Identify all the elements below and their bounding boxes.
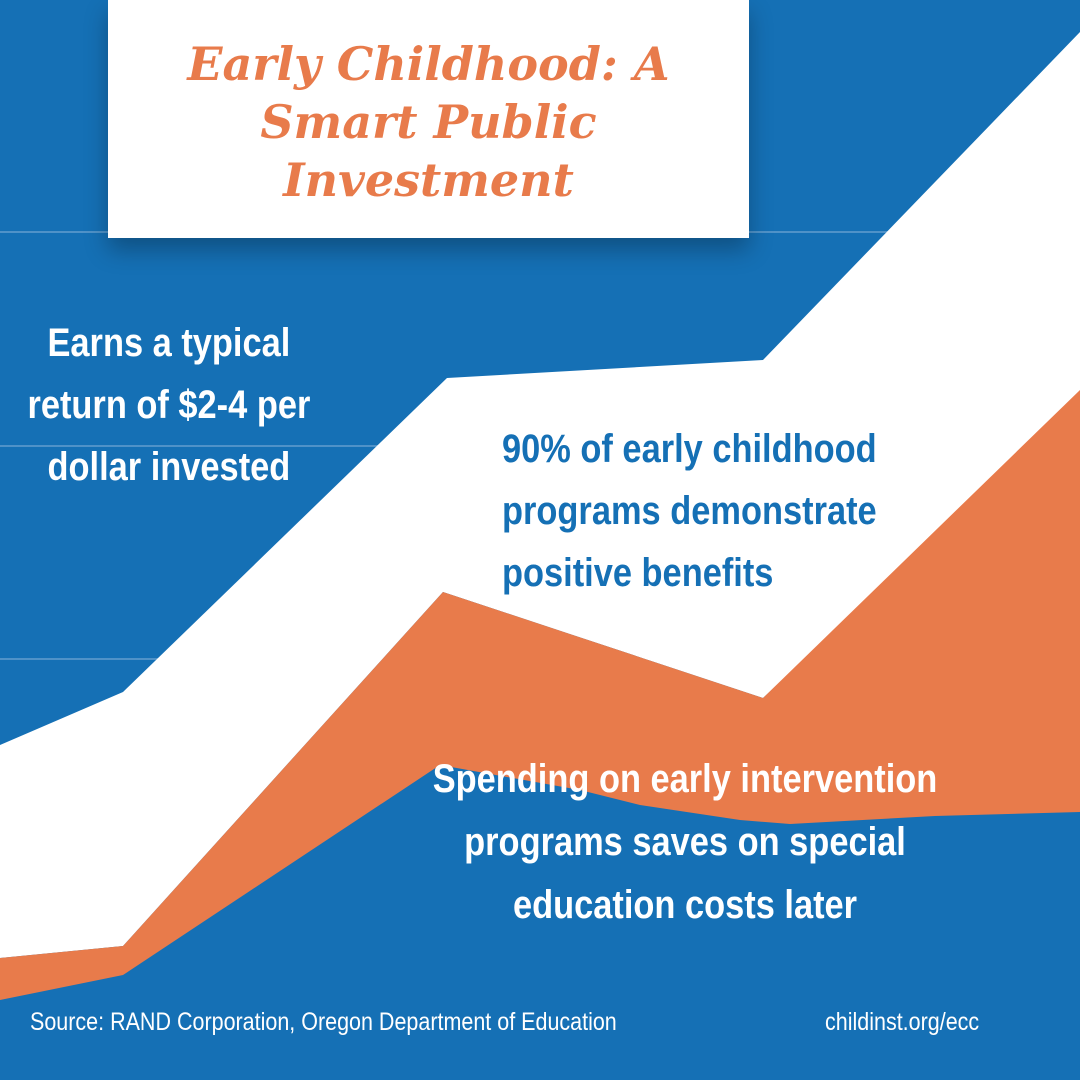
stat-return-text: Earns a typical return of $2-4 per dolla… xyxy=(27,321,311,489)
stat-savings-text: Spending on early intervention programs … xyxy=(432,757,938,927)
title-box: Early Childhood: A Smart Public Investme… xyxy=(108,0,749,238)
stat-benefits-text: 90% of early childhood programs demonstr… xyxy=(502,427,877,595)
website-link[interactable]: childinst.org/ecc xyxy=(825,1008,980,1036)
page-title: Early Childhood: A Smart Public Investme… xyxy=(187,37,670,207)
orange-area-band xyxy=(0,390,1080,1000)
source-citation: Source: RAND Corporation, Oregon Departm… xyxy=(30,1008,617,1036)
white-area-band xyxy=(0,32,1080,958)
